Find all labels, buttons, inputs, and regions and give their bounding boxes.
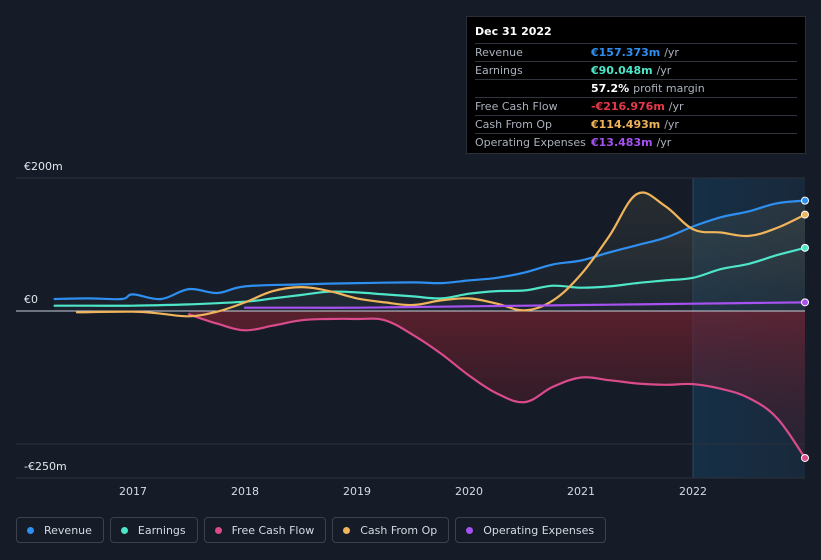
tooltip-row: Earnings €90.048m/yr — [475, 62, 797, 80]
endpoint-cash-from-op — [801, 210, 809, 219]
legend-label: Earnings — [137, 523, 186, 537]
line-operating-expenses — [243, 301, 807, 309]
tooltip-row-unit: /yr — [656, 64, 672, 77]
tooltip-row-label: Earnings — [475, 64, 523, 77]
legend-dot-icon — [343, 526, 351, 534]
tooltip-row-unit: profit margin — [633, 82, 705, 95]
tooltip-row: 57.2% profit margin — [475, 80, 797, 98]
legend-dot-icon — [120, 526, 128, 534]
legend-label: Cash From Op — [360, 523, 438, 537]
tooltip-row-value: €157.373m — [591, 46, 661, 59]
x-tick-label: 2019 — [343, 485, 371, 498]
legend-dot-icon — [27, 526, 34, 534]
x-tick-label: 2022 — [679, 485, 707, 498]
endpoint-revenue — [801, 196, 809, 205]
legend-item-earnings[interactable]: Earnings — [109, 517, 198, 543]
x-tick-label: 2017 — [119, 485, 147, 498]
legend-item-revenue[interactable]: Revenue — [16, 517, 104, 543]
x-tick-label: 2020 — [455, 485, 483, 498]
tooltip-row-label: Operating Expenses — [475, 136, 586, 149]
area-free-cash-flow — [189, 311, 805, 458]
legend-dot-icon — [214, 526, 222, 534]
tooltip-row-label: Free Cash Flow — [475, 100, 558, 113]
y-axis-bottom-label: -€250m — [24, 460, 67, 473]
tooltip-row-unit: /yr — [664, 46, 679, 59]
tooltip-row-unit: /yr — [664, 118, 679, 131]
y-axis-zero-label: €0 — [24, 293, 38, 306]
y-axis-top-label: €200m — [24, 160, 63, 173]
tooltip-row: Cash From Op €114.493m/yr — [475, 116, 797, 134]
endpoint-operating-expenses — [801, 298, 809, 307]
data-tooltip: Dec 31 2022 Revenue €157.373m/yr Earnings €… — [466, 16, 806, 154]
tooltip-row-value: €13.483m — [591, 136, 653, 149]
tooltip-row-value: -€216.976m — [591, 100, 665, 113]
line-free-cash-flow — [187, 313, 807, 460]
legend-label: Revenue — [44, 523, 92, 537]
line-revenue — [53, 199, 807, 301]
tooltip-row-value: €90.048m — [591, 64, 653, 77]
x-tick-label: 2018 — [231, 485, 259, 498]
x-tick-label: 2021 — [567, 485, 595, 498]
tooltip-row-label: Cash From Op — [475, 118, 553, 131]
endpoint-free-cash-flow — [801, 453, 809, 462]
tooltip-date: Dec 31 2022 — [475, 24, 797, 44]
tooltip-row-label: Revenue — [475, 46, 523, 59]
legend-item-operating-expenses[interactable]: Operating Expenses — [455, 517, 607, 543]
tooltip-row-unit: /yr — [668, 100, 684, 113]
legend-label: Free Cash Flow — [231, 523, 315, 537]
line-cash-from-op — [75, 191, 807, 318]
tooltip-row-value: 57.2% — [591, 82, 630, 95]
chart-legend: Revenue Earnings Free Cash Flow Cash From O… — [16, 517, 607, 543]
tooltip-row: Free Cash Flow -€216.976m/yr — [475, 98, 797, 116]
tooltip-row-label — [475, 80, 591, 97]
legend-item-cash-from-op[interactable]: Cash From Op — [332, 517, 450, 543]
legend-dot-icon — [466, 526, 474, 534]
legend-label: Operating Expenses — [483, 523, 595, 537]
legend-item-free-cash-flow[interactable]: Free Cash Flow — [203, 517, 327, 543]
tooltip-row-value: €114.493m — [591, 118, 661, 131]
tooltip-row: Operating Expenses €13.483m/yr — [475, 134, 797, 151]
tooltip-row-unit: /yr — [656, 136, 672, 149]
tooltip-row: Revenue €157.373m/yr — [475, 44, 797, 62]
endpoint-earnings — [801, 243, 809, 252]
